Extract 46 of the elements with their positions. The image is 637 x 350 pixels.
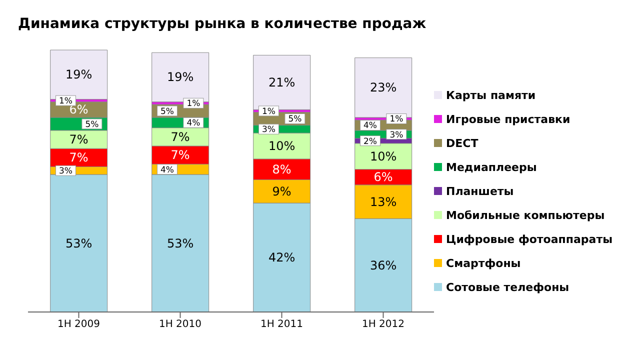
data-label: 6%	[374, 170, 393, 184]
legend-label: Цифровые фотоаппараты	[446, 232, 613, 246]
data-label: 4%	[186, 118, 200, 129]
data-label: 1%	[186, 99, 200, 110]
data-label: 1%	[262, 106, 276, 117]
data-label: 7%	[170, 130, 190, 144]
legend-label: DECT	[446, 136, 478, 150]
data-label: 9%	[272, 184, 292, 198]
legend-label: Смартфоны	[446, 256, 521, 270]
x-tick-label: 1H 2011	[260, 319, 304, 330]
data-label: 1%	[58, 96, 72, 107]
data-label: 19%	[65, 68, 92, 82]
x-tick-label: 1H 2010	[158, 319, 202, 330]
data-label: 36%	[370, 258, 397, 272]
data-label: 7%	[170, 148, 190, 162]
legend-label: Мобильные компьютеры	[446, 208, 605, 222]
legend-label: Карты памяти	[446, 88, 536, 102]
data-label: 7%	[69, 132, 88, 146]
legend-label: Сотовые телефоны	[446, 280, 570, 294]
legend-label: Медиаплееры	[446, 160, 537, 174]
data-label: 4%	[160, 165, 174, 176]
data-label: 13%	[370, 194, 397, 209]
data-label: 19%	[166, 70, 194, 84]
legend-label: Планшеты	[446, 184, 514, 198]
data-label: 10%	[370, 149, 397, 164]
data-label: 2%	[363, 136, 377, 147]
data-label: 3%	[262, 125, 276, 136]
chart-title: Динамика структуры рынка в количестве продаж	[17, 15, 428, 34]
data-label: 4%	[363, 121, 377, 132]
legend-label: Игровые приставки	[446, 112, 570, 126]
data-label: 8%	[272, 162, 292, 176]
data-label: 5%	[288, 114, 302, 125]
data-label: 53%	[166, 236, 194, 250]
data-label: 23%	[370, 80, 397, 95]
data-label: 21%	[268, 75, 296, 90]
x-tick-label: 1H 2012	[362, 319, 405, 330]
data-label: 10%	[268, 138, 296, 153]
data-label: 7%	[69, 150, 88, 165]
data-label: 5%	[85, 120, 99, 130]
data-label: 3%	[58, 166, 72, 177]
data-label: 5%	[160, 106, 174, 117]
data-label: 53%	[65, 236, 92, 250]
x-tick-label: 1H 2009	[57, 319, 100, 330]
data-label: 42%	[268, 250, 296, 265]
data-label: 3%	[390, 130, 404, 140]
data-label: 1%	[390, 114, 404, 125]
